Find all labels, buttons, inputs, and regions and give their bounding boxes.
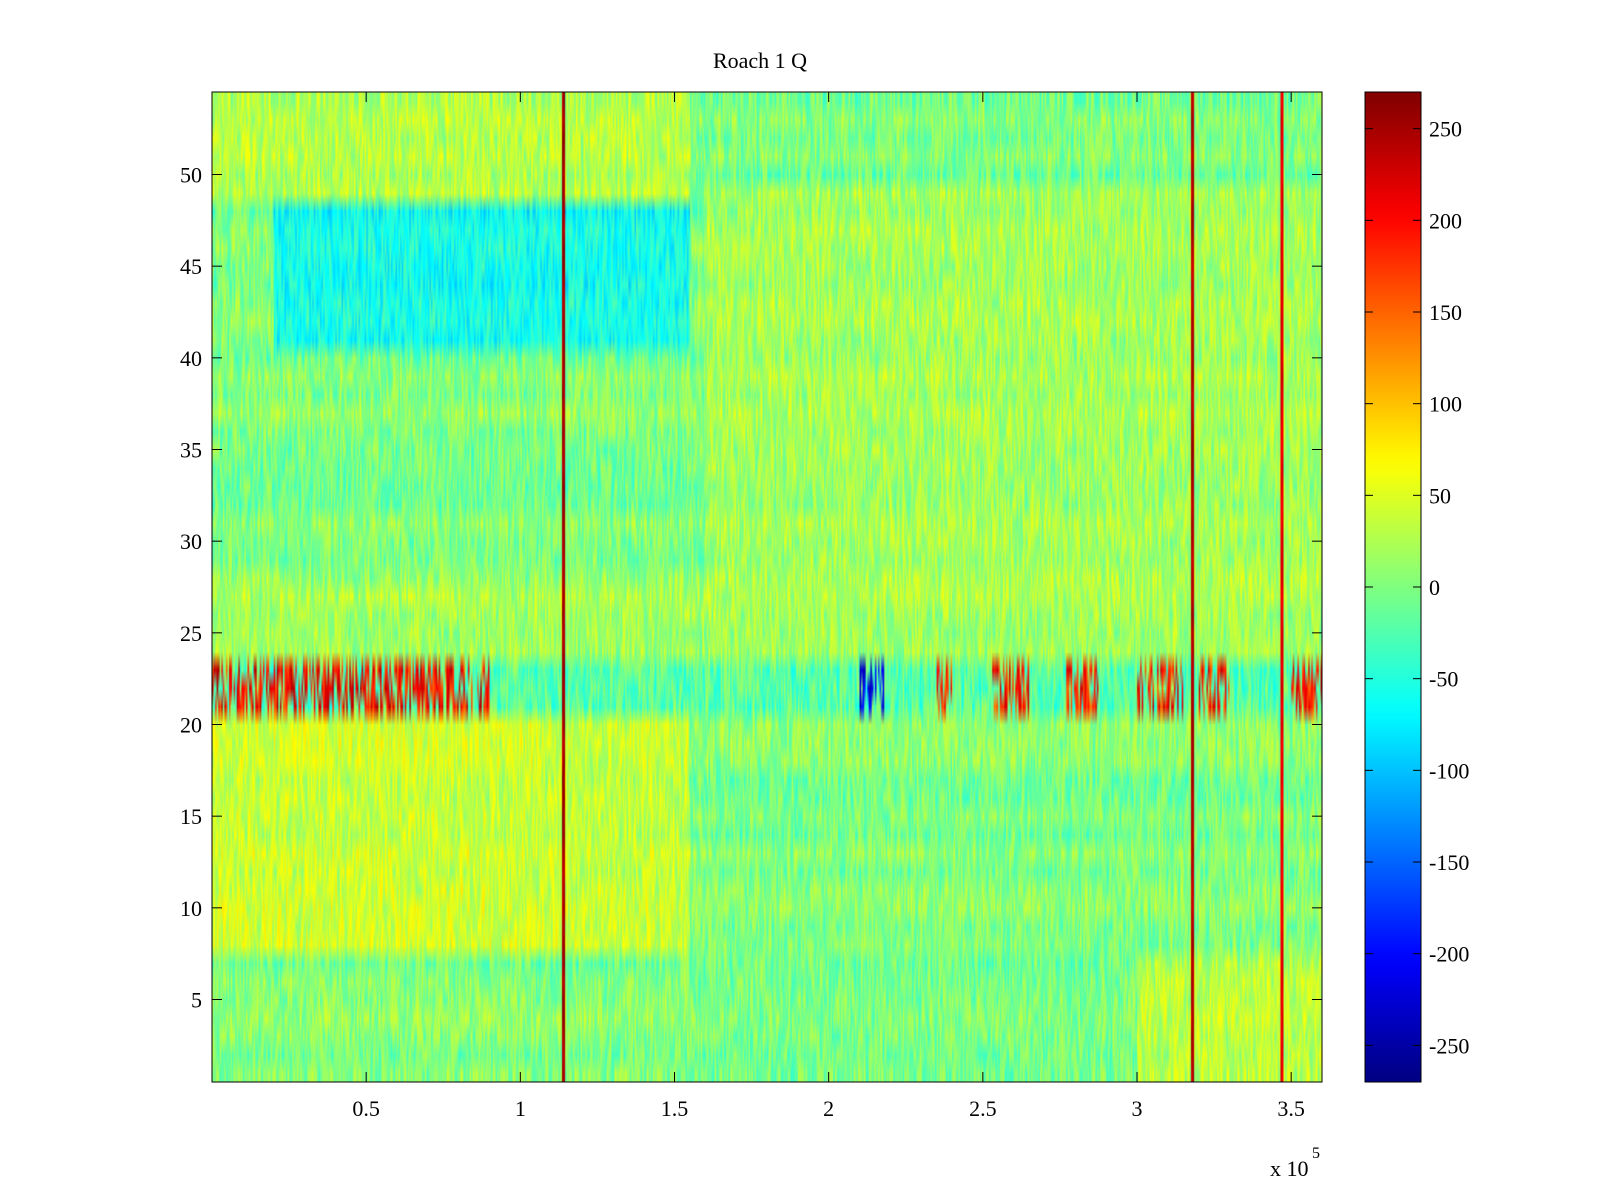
- colorbar-tick-label: 50: [1429, 483, 1451, 508]
- x-tick-label: 0.5: [352, 1096, 380, 1121]
- y-tick-label: 50: [180, 163, 202, 188]
- y-tick-label: 10: [180, 896, 202, 921]
- colorbar-image: [1365, 92, 1421, 1082]
- colorbar-tick-label: 0: [1429, 575, 1440, 600]
- x-tick-label: 3.5: [1277, 1096, 1305, 1121]
- colorbar-tick-label: -250: [1429, 1033, 1469, 1058]
- x-exponent-label: x 10 5: [1270, 1145, 1320, 1181]
- x-axis: 0.5 1 1.5 2 2.5 3 3.5: [352, 92, 1305, 1121]
- colorbar-tick-label: -150: [1429, 850, 1469, 875]
- x-exponent-power: 5: [1312, 1145, 1320, 1162]
- y-tick-label: 25: [180, 621, 202, 646]
- plot-frame: [211, 91, 1323, 1083]
- heatmap-image: [212, 92, 1322, 1082]
- colorbar-tick-label: 150: [1429, 300, 1462, 325]
- y-tick-label: 45: [180, 254, 202, 279]
- x-exponent-base: x 10: [1270, 1156, 1309, 1181]
- colorbar-tick-label: 100: [1429, 392, 1462, 417]
- x-tick-label: 2: [823, 1096, 834, 1121]
- y-axis: 5 10 15 20 25 30 35 40 45 50: [180, 163, 1322, 1013]
- colorbar-ticks: 250 200 150 100 50 0 -50 -100 -150 -200 -250: [1365, 117, 1469, 1058]
- chart-title: Roach 1 Q: [713, 48, 807, 73]
- colorbar-tick-label: 200: [1429, 208, 1462, 233]
- colorbar: 250 200 150 100 50 0 -50 -100 -150 -200 -250: [1364, 91, 1469, 1083]
- y-tick-label: 20: [180, 713, 202, 738]
- x-tick-label: 3: [1132, 1096, 1143, 1121]
- y-tick-label: 40: [180, 346, 202, 371]
- y-tick-label: 15: [180, 804, 202, 829]
- y-tick-label: 30: [180, 529, 202, 554]
- colorbar-tick-label: -200: [1429, 942, 1469, 967]
- x-tick-label: 2.5: [969, 1096, 997, 1121]
- heatmap-plot-area: 0.5 1 1.5 2 2.5 3 3.5 5 10 15 20 25 30 35 40 45 50: [180, 91, 1323, 1121]
- y-tick-label: 5: [191, 988, 202, 1013]
- colorbar-tick-label: -50: [1429, 667, 1458, 692]
- x-tick-label: 1.5: [661, 1096, 689, 1121]
- y-tick-label: 35: [180, 438, 202, 463]
- colorbar-tick-label: -100: [1429, 758, 1469, 783]
- x-tick-label: 1: [515, 1096, 526, 1121]
- colorbar-tick-label: 250: [1429, 117, 1462, 142]
